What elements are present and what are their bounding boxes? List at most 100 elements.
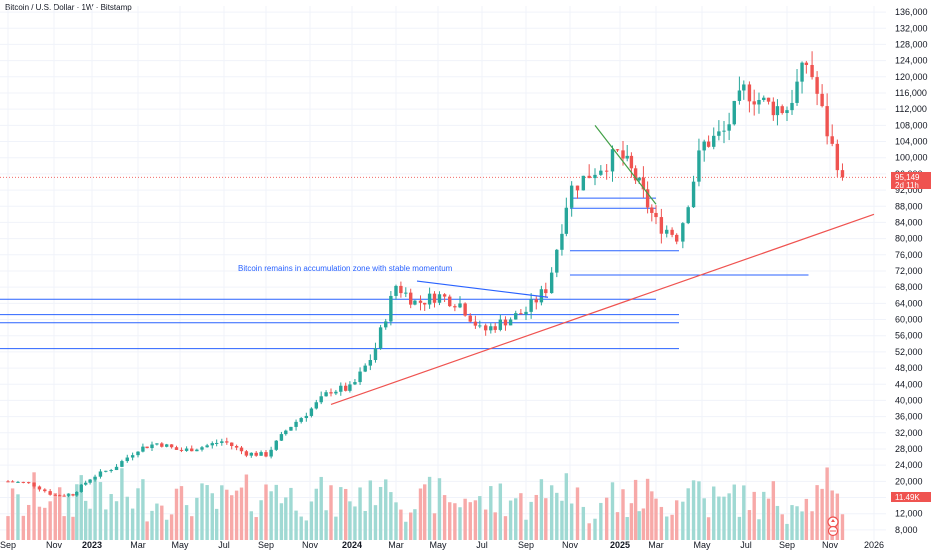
candle-body	[344, 385, 348, 391]
candle-body	[654, 212, 658, 218]
candle-body	[785, 110, 789, 114]
candle-body	[702, 141, 706, 151]
candle-body	[458, 303, 462, 308]
volume-bar	[93, 476, 97, 540]
candle-body	[16, 481, 20, 483]
price-tick-label: 68,000	[895, 282, 923, 292]
candle-body	[625, 155, 629, 159]
candle-body	[239, 447, 244, 452]
volume-bar	[344, 488, 348, 540]
candle-body	[141, 446, 145, 452]
candle-body	[706, 141, 711, 147]
time-tick-label: Mar	[130, 540, 146, 550]
price-axis[interactable]: 136,000 132,000 128,000 124,000 120,000 116,0…	[895, 7, 928, 535]
candle-body	[249, 452, 253, 456]
volume-bar	[363, 510, 367, 540]
price-tick-label: 104,000	[895, 137, 928, 147]
volume-bar	[785, 523, 789, 540]
volume-bar	[825, 467, 829, 540]
volume-bar	[75, 484, 79, 540]
volume-bar	[534, 494, 538, 540]
volume-bar	[378, 486, 383, 540]
volume-bar	[766, 498, 771, 540]
volume-bar	[348, 501, 352, 540]
alert-icon[interactable]	[827, 516, 839, 537]
candle-body	[604, 170, 609, 172]
candle-body	[780, 106, 784, 114]
candle-body	[835, 143, 840, 171]
trendline[interactable]	[330, 213, 875, 406]
candle-body	[353, 382, 357, 385]
time-tick-label: Nov	[46, 540, 63, 550]
candle-body	[795, 81, 799, 103]
volume-bar	[544, 498, 548, 540]
volume-bar	[468, 502, 472, 540]
volume-bar	[373, 505, 378, 540]
trendline[interactable]	[416, 280, 549, 298]
trendline[interactable]	[594, 124, 657, 205]
volume-bar	[722, 496, 726, 540]
volume-bar	[413, 509, 417, 540]
volume-bar	[264, 484, 268, 540]
volume-bar	[742, 485, 746, 540]
candle-body	[155, 443, 159, 445]
volume-bar	[681, 501, 685, 540]
volume-bar	[637, 511, 641, 540]
volume-bar	[32, 472, 36, 540]
candle-body	[544, 289, 548, 294]
volume-bar	[524, 519, 528, 540]
candle-body	[722, 130, 726, 132]
price-tick-label: 8,000	[895, 525, 918, 535]
candle-body	[404, 292, 408, 294]
candle-body	[109, 470, 113, 472]
candle-body	[641, 177, 646, 190]
volume-bar	[815, 485, 819, 540]
candle-body	[732, 100, 736, 125]
candle-body	[334, 391, 338, 394]
volume-bar	[220, 485, 224, 540]
volume-bar	[339, 487, 343, 540]
volume-bar	[16, 494, 20, 540]
time-tick-label: Mar	[648, 540, 664, 550]
candle-body	[727, 124, 731, 131]
volume-bar	[569, 503, 574, 540]
volume-bar	[269, 491, 273, 540]
volume-bar	[27, 504, 31, 540]
time-axis[interactable]: Sep Nov 2023 Mar May Jul Sep Nov 2024 Mar May Jul Se…	[0, 540, 884, 550]
volume-bar	[10, 488, 15, 540]
volume-bar	[575, 487, 580, 540]
volume-bar	[463, 498, 467, 540]
candle-body	[633, 168, 638, 181]
candle-body	[174, 447, 179, 450]
candle-body	[58, 495, 62, 497]
volume-bar	[104, 509, 108, 540]
volume-bar	[150, 510, 154, 540]
volume-bar	[560, 500, 564, 540]
volume-bar	[169, 514, 174, 540]
candle-body	[200, 447, 204, 450]
candle-body	[79, 484, 83, 492]
volume-bar	[98, 482, 103, 540]
time-tick-label: 2024	[342, 540, 362, 550]
candle-body	[62, 495, 66, 497]
candle-body	[629, 155, 634, 169]
candle-body	[71, 494, 75, 496]
candle-body	[691, 181, 696, 208]
candle-body	[130, 455, 135, 458]
time-tick-label: Jul	[218, 540, 230, 550]
candle-body	[717, 131, 721, 136]
volume-bar	[564, 473, 569, 540]
candle-body	[423, 302, 427, 305]
candle-body	[145, 446, 149, 449]
candle-body	[681, 223, 685, 242]
volume-bar	[835, 493, 840, 540]
candle-body	[498, 319, 503, 330]
volume-bar	[717, 496, 721, 540]
volume-bar	[670, 514, 674, 540]
volume-bar	[120, 468, 124, 540]
volume-bar	[274, 484, 278, 540]
volume-bar	[304, 520, 309, 540]
candle-body	[503, 319, 508, 326]
price-tick-label: 84,000	[895, 217, 923, 227]
